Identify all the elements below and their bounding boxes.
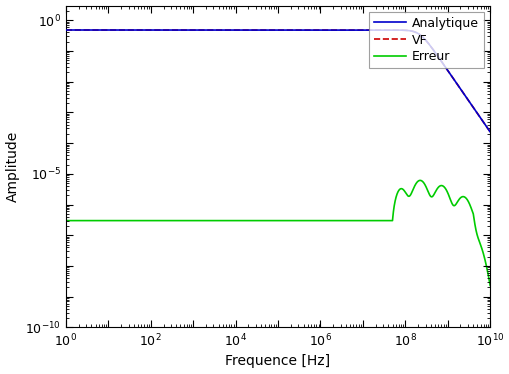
VF xyxy=(377,28,383,32)
Analytique xyxy=(313,28,319,32)
VF xyxy=(63,28,69,32)
Analytique xyxy=(84,28,90,32)
Erreur xyxy=(313,218,319,223)
Erreur xyxy=(216,218,222,223)
Legend: Analytique, VF, Erreur: Analytique, VF, Erreur xyxy=(369,12,483,68)
Erreur xyxy=(63,218,69,223)
Erreur xyxy=(332,218,338,223)
Analytique xyxy=(63,28,69,32)
Erreur xyxy=(486,283,492,288)
Erreur xyxy=(84,218,90,223)
VF xyxy=(313,28,319,32)
Analytique xyxy=(377,28,383,32)
Analytique xyxy=(216,28,222,32)
Erreur xyxy=(399,187,405,191)
Erreur xyxy=(377,218,383,223)
VF xyxy=(399,28,405,33)
Line: VF: VF xyxy=(66,30,489,132)
Analytique xyxy=(399,28,405,33)
Erreur xyxy=(416,178,422,183)
Analytique xyxy=(486,130,492,134)
Y-axis label: Amplitude: Amplitude xyxy=(6,131,19,202)
Line: Analytique: Analytique xyxy=(66,30,489,132)
VF xyxy=(216,28,222,32)
VF xyxy=(486,130,492,134)
VF xyxy=(332,28,338,32)
Line: Erreur: Erreur xyxy=(66,180,489,285)
X-axis label: Frequence [Hz]: Frequence [Hz] xyxy=(225,355,330,368)
Analytique xyxy=(332,28,338,32)
VF xyxy=(84,28,90,32)
